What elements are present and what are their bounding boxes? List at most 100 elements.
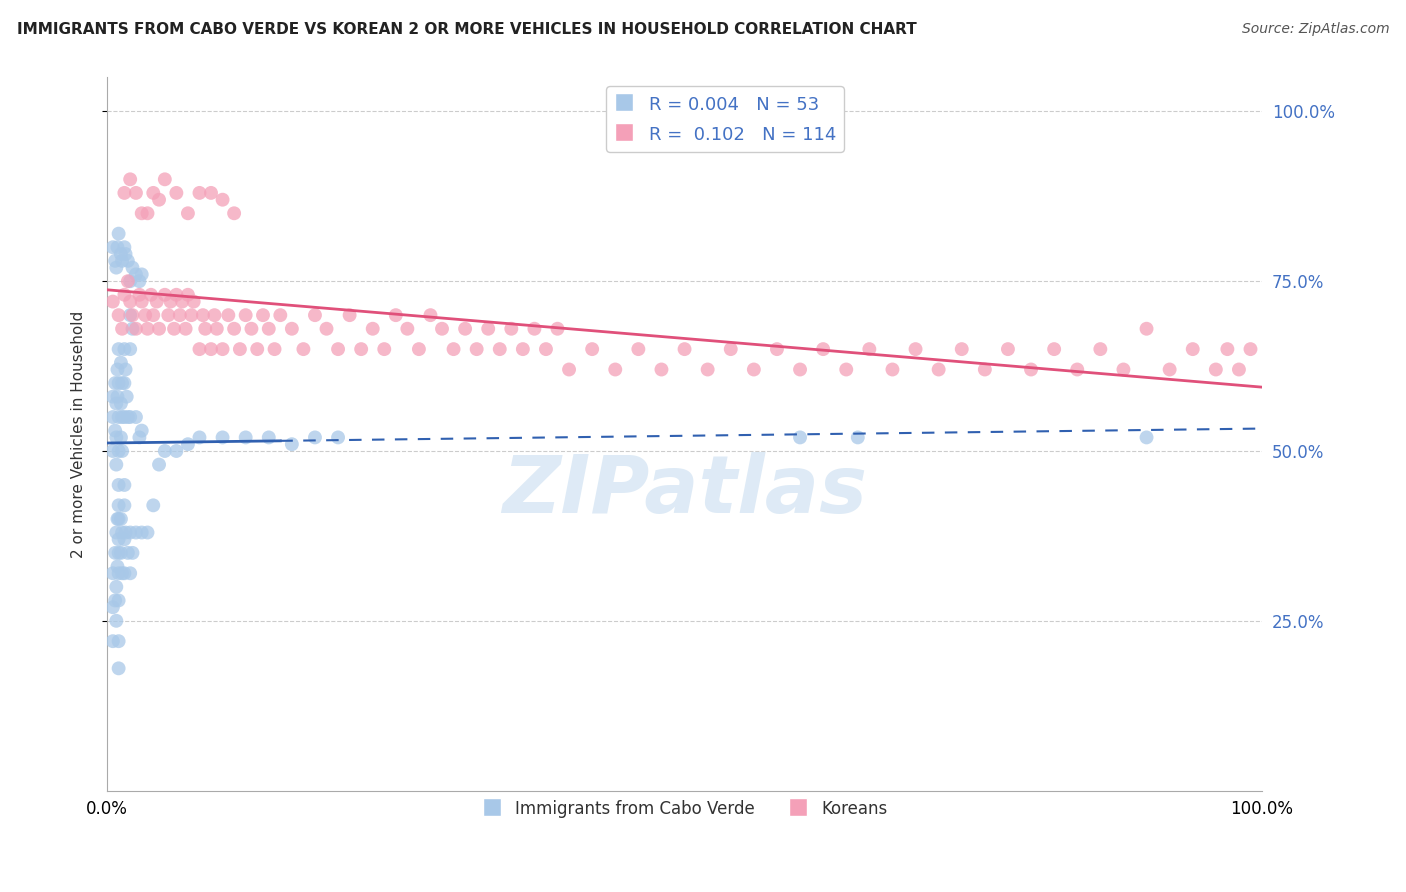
Point xyxy=(696,362,718,376)
Point xyxy=(131,206,153,220)
Point xyxy=(281,322,304,336)
Point xyxy=(1135,322,1157,336)
Point xyxy=(1090,342,1112,356)
Point xyxy=(153,287,176,301)
Point xyxy=(111,376,134,390)
Point xyxy=(169,308,191,322)
Point xyxy=(107,661,129,675)
Point xyxy=(111,322,134,336)
Point xyxy=(128,287,150,301)
Point xyxy=(180,308,202,322)
Point xyxy=(101,444,124,458)
Point xyxy=(142,499,165,513)
Point xyxy=(846,430,869,444)
Point xyxy=(114,525,136,540)
Point xyxy=(257,430,280,444)
Point xyxy=(115,390,138,404)
Point xyxy=(326,342,349,356)
Point xyxy=(454,322,477,336)
Point xyxy=(107,512,129,526)
Point xyxy=(110,356,132,370)
Point xyxy=(111,566,134,581)
Point xyxy=(101,294,124,309)
Point xyxy=(246,342,269,356)
Point xyxy=(107,444,129,458)
Point xyxy=(488,342,510,356)
Point xyxy=(882,362,904,376)
Point xyxy=(120,274,142,288)
Point xyxy=(997,342,1019,356)
Point xyxy=(315,322,337,336)
Point xyxy=(148,193,170,207)
Point xyxy=(110,430,132,444)
Point xyxy=(121,260,143,275)
Point xyxy=(789,430,811,444)
Point xyxy=(673,342,696,356)
Point xyxy=(105,580,128,594)
Point xyxy=(229,342,252,356)
Point xyxy=(204,308,226,322)
Point xyxy=(235,308,257,322)
Point xyxy=(107,390,129,404)
Point xyxy=(292,342,315,356)
Point xyxy=(605,362,627,376)
Point xyxy=(121,308,143,322)
Point xyxy=(235,430,257,444)
Point xyxy=(107,634,129,648)
Point xyxy=(512,342,534,356)
Point xyxy=(117,253,139,268)
Point xyxy=(165,444,187,458)
Point xyxy=(101,566,124,581)
Point xyxy=(1227,362,1250,376)
Point xyxy=(1066,362,1088,376)
Point xyxy=(142,308,165,322)
Point xyxy=(523,322,546,336)
Point xyxy=(257,322,280,336)
Point xyxy=(269,308,291,322)
Point xyxy=(111,444,134,458)
Point xyxy=(121,322,143,336)
Point xyxy=(112,376,135,390)
Point xyxy=(443,342,465,356)
Point xyxy=(114,362,136,376)
Text: IMMIGRANTS FROM CABO VERDE VS KOREAN 2 OR MORE VEHICLES IN HOUSEHOLD CORRELATION: IMMIGRANTS FROM CABO VERDE VS KOREAN 2 O… xyxy=(17,22,917,37)
Point xyxy=(766,342,789,356)
Point xyxy=(627,342,650,356)
Point xyxy=(112,342,135,356)
Point xyxy=(104,253,127,268)
Point xyxy=(191,308,214,322)
Point xyxy=(125,268,148,282)
Point xyxy=(101,600,124,615)
Point xyxy=(159,294,181,309)
Point xyxy=(112,287,135,301)
Point xyxy=(430,322,453,336)
Point xyxy=(142,186,165,200)
Text: ZIPatlas: ZIPatlas xyxy=(502,452,868,530)
Point xyxy=(177,206,200,220)
Point xyxy=(281,437,304,451)
Point xyxy=(112,533,135,547)
Point xyxy=(211,193,233,207)
Point xyxy=(120,525,142,540)
Point xyxy=(501,322,523,336)
Point xyxy=(112,240,135,254)
Point xyxy=(177,287,200,301)
Point xyxy=(153,172,176,186)
Point xyxy=(120,172,142,186)
Point xyxy=(326,430,349,444)
Point xyxy=(145,294,167,309)
Point xyxy=(177,437,200,451)
Point xyxy=(105,614,128,628)
Point xyxy=(148,322,170,336)
Point xyxy=(1159,362,1181,376)
Point xyxy=(396,322,419,336)
Point xyxy=(117,274,139,288)
Point xyxy=(107,362,129,376)
Point xyxy=(157,308,180,322)
Point xyxy=(1112,362,1135,376)
Point xyxy=(120,342,142,356)
Point xyxy=(211,430,233,444)
Point xyxy=(558,362,581,376)
Point xyxy=(105,430,128,444)
Point xyxy=(1043,342,1066,356)
